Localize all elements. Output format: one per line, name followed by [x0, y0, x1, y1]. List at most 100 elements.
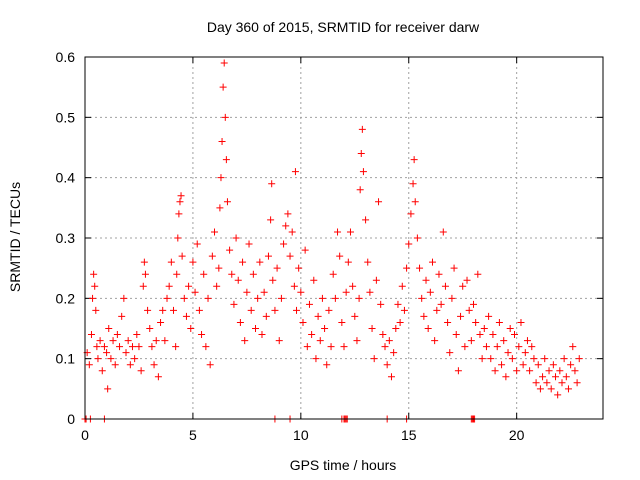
data-point: [111, 361, 119, 369]
data-point: [344, 258, 352, 266]
data-point: [247, 306, 255, 314]
data-point: [500, 337, 508, 345]
data-point: [107, 355, 115, 363]
data-point: [273, 264, 281, 272]
data-point: [243, 288, 251, 296]
data-point: [410, 156, 418, 164]
data-point: [260, 288, 268, 296]
data-point: [478, 355, 486, 363]
data-point: [87, 331, 95, 339]
y-axis-label: SRMTID / TECUs: [7, 182, 23, 292]
data-point: [407, 210, 415, 218]
data-point: [173, 270, 181, 278]
grid: [85, 57, 603, 419]
data-point: [549, 361, 557, 369]
data-point: [165, 282, 173, 290]
data-point: [370, 355, 378, 363]
data-point: [310, 276, 318, 284]
data-point: [120, 294, 128, 302]
data-point: [379, 331, 387, 339]
data-point: [232, 234, 240, 242]
data-point: [394, 300, 402, 308]
data-point: [357, 150, 365, 158]
data-point: [465, 306, 473, 314]
data-point: [448, 294, 456, 302]
y-tick-label: 0.6: [56, 49, 76, 65]
chart-title: Day 360 of 2015, SRMTID for receiver dar…: [207, 19, 480, 35]
data-point: [569, 343, 577, 351]
data-point: [195, 306, 203, 314]
data-point: [567, 361, 575, 369]
data-point: [446, 349, 454, 357]
data-point: [487, 355, 495, 363]
data-point: [418, 294, 426, 302]
data-point: [439, 228, 447, 236]
data-point: [217, 174, 225, 182]
data-point: [461, 343, 469, 351]
y-tick-label: 0.5: [56, 109, 76, 125]
data-point: [441, 282, 449, 290]
y-tick-label: 0.3: [56, 230, 76, 246]
data-point: [213, 282, 221, 290]
axis-ticks: 0 0.1 0.2 0.3 0.4 0.5 0.6 0 5 10 15 20: [56, 49, 603, 443]
data-point: [506, 325, 514, 332]
data-point: [154, 373, 162, 381]
data-point: [539, 373, 547, 381]
data-point: [312, 355, 320, 363]
data-point: [372, 276, 380, 284]
data-point: [450, 264, 458, 272]
data-point: [230, 300, 238, 308]
data-point: [368, 325, 376, 332]
data-point: [571, 367, 579, 375]
data-point: [269, 276, 277, 284]
data-point: [90, 270, 98, 278]
data-point: [534, 361, 542, 369]
data-point: [267, 216, 275, 224]
data-point: [536, 385, 544, 393]
data-point: [85, 361, 93, 369]
data-point: [346, 228, 354, 236]
data-point: [381, 343, 389, 351]
data-point: [293, 306, 301, 314]
data-point: [334, 228, 342, 236]
x-tick-label: 5: [189, 427, 197, 443]
data-point: [290, 282, 298, 290]
data-point: [239, 258, 247, 266]
data-point: [530, 355, 538, 363]
data-point: [523, 337, 531, 345]
data-point: [575, 355, 583, 363]
data-point: [189, 258, 197, 266]
data-point: [193, 240, 201, 248]
data-point: [375, 198, 383, 206]
data-point: [327, 343, 335, 351]
data-point: [182, 312, 190, 320]
data-point: [359, 168, 367, 176]
data-point: [172, 343, 180, 351]
data-point: [100, 343, 108, 351]
data-point: [124, 337, 132, 345]
data-point: [178, 252, 186, 260]
data-point: [560, 355, 568, 363]
data-point: [489, 331, 497, 339]
data-point: [398, 282, 406, 290]
data-point: [140, 258, 148, 266]
data-point: [118, 312, 126, 320]
data-point: [504, 349, 512, 357]
data-point: [126, 361, 134, 369]
data-point: [157, 318, 165, 326]
data-point: [200, 270, 208, 278]
data-point: [364, 258, 372, 266]
data-point: [96, 337, 104, 345]
data-point: [476, 331, 484, 339]
data-point: [463, 276, 471, 284]
y-tick-label: 0.1: [56, 351, 76, 367]
data-point: [219, 83, 227, 91]
data-point: [323, 361, 331, 369]
x-tick-label: 10: [293, 427, 309, 443]
data-point: [545, 367, 553, 375]
data-point: [252, 325, 260, 332]
data-point: [356, 186, 364, 194]
data-point: [316, 337, 324, 345]
data-point: [303, 343, 311, 351]
data-point: [222, 156, 230, 164]
